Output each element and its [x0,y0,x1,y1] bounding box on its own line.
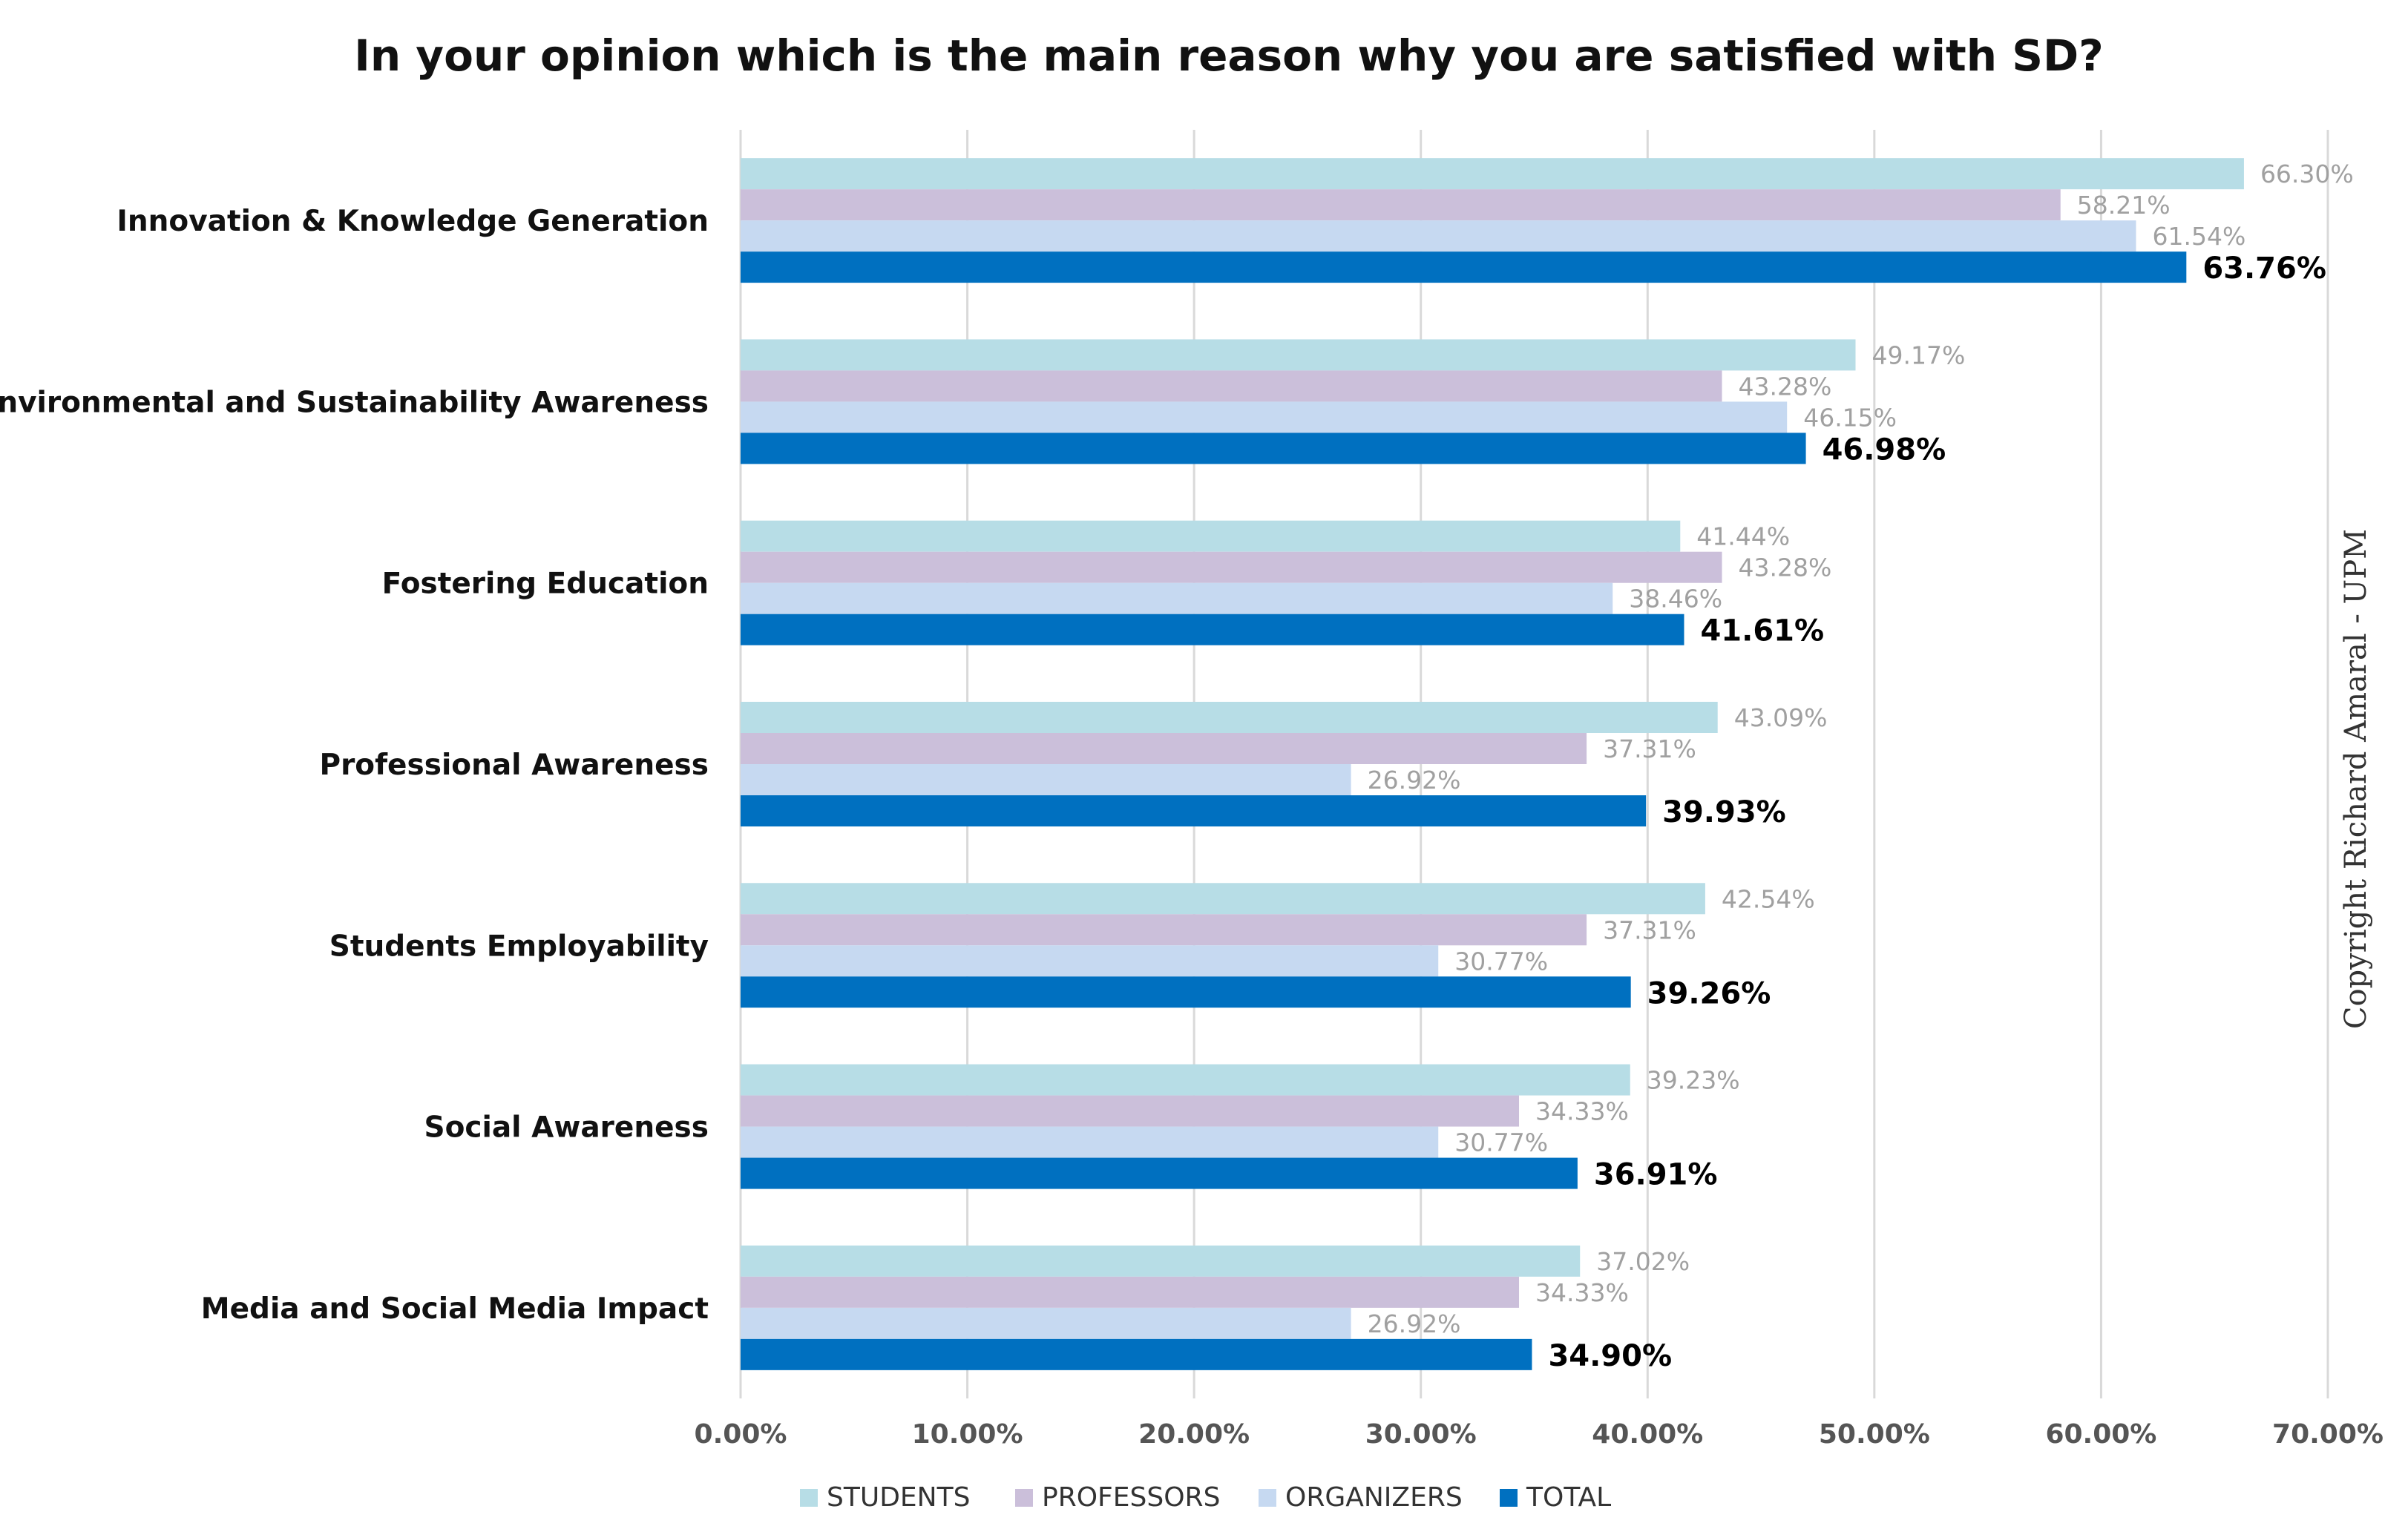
category-label: Professional Awareness [319,749,709,782]
data-label-professors: 34.33% [1535,1097,1629,1126]
legend-swatch-total [1500,1489,1518,1507]
bar-total [741,976,1631,1008]
bar-students [741,520,1681,552]
category-label: Media and Social Media Impact [201,1292,709,1326]
data-label-organizers: 26.92% [1368,766,1461,795]
bar-professors [741,1276,1520,1308]
x-axis-ticks: 0.00% 10.00% 20.00% 30.00% 40.00% 50.00% 60.00… [695,1419,2384,1450]
bar-professors [741,914,1587,946]
bar-organizers [741,401,1788,433]
data-label-students: 66.30% [2260,160,2354,188]
bar-total [741,251,2187,283]
bar-students [741,339,1856,371]
data-label-students: 41.44% [1696,522,1790,551]
copyright-watermark: Copyright Richard Amaral - UPM [2339,529,2373,1029]
x-tick-label: 30.00% [1365,1419,1477,1450]
bar-students [741,883,1705,915]
data-label-professors: 34.33% [1535,1278,1629,1307]
data-label-professors: 43.28% [1739,553,1832,582]
bar-professors [741,551,1722,583]
x-tick-label: 60.00% [2045,1419,2156,1450]
x-tick-label: 10.00% [912,1419,1023,1450]
bar-total [741,433,1806,464]
bar-total [741,1338,1532,1370]
legend-label-professors: PROFESSORS [1042,1482,1220,1513]
x-tick-label: 50.00% [1819,1419,1930,1450]
legend-swatch-students [800,1489,818,1507]
data-label-professors: 58.21% [2077,191,2171,220]
data-label-total: 36.91% [1594,1158,1718,1192]
data-label-students: 39.23% [1647,1066,1740,1095]
legend-label-students: STUDENTS [827,1482,970,1513]
data-label-students: 49.17% [1871,341,1965,369]
data-label-professors: 43.28% [1739,372,1832,401]
data-label-students: 43.09% [1734,703,1828,732]
data-label-total: 39.26% [1647,976,1771,1010]
legend-label-organizers: ORGANIZERS [1285,1482,1463,1513]
data-label-students: 37.02% [1596,1247,1690,1276]
data-label-total: 34.90% [1548,1339,1672,1373]
bar-students [741,158,2244,190]
x-tick-label: 20.00% [1138,1419,1250,1450]
category-label: Social Awareness [424,1111,709,1145]
bar-organizers [741,582,1613,614]
data-label-total: 41.61% [1700,614,1824,648]
bar-total [741,614,1684,645]
data-label-organizers: 30.77% [1454,1128,1548,1157]
data-label-total: 63.76% [2202,251,2326,286]
category-label: Fostering Education [382,568,709,601]
bar-students [741,702,1718,733]
data-label-professors: 37.31% [1603,734,1696,763]
x-tick-label: 0.00% [695,1419,787,1450]
bar-organizers [741,1126,1439,1158]
legend-swatch-organizers [1259,1489,1276,1507]
bar-organizers [741,220,2136,252]
data-label-organizers: 26.92% [1368,1309,1461,1338]
legend-swatch-professors [1015,1489,1033,1507]
category-label: Students Employability [329,930,709,963]
legend: STUDENTS PROFESSORS ORGANIZERS TOTAL [800,1482,1611,1513]
bar-organizers [741,764,1351,795]
category-label: Innovation & Knowledge Generation [117,205,709,238]
data-label-total: 46.98% [1823,433,1946,467]
x-tick-label: 70.00% [2272,1419,2384,1450]
data-label-organizers: 38.46% [1629,585,1722,614]
bars [741,158,2244,1370]
chart-title: In your opinion which is the main reason… [354,30,2104,81]
bar-professors [741,1095,1520,1127]
value-labels: 66.30%58.21%61.54%63.76%49.17%43.28%46.1… [1368,160,2354,1373]
data-label-professors: 37.31% [1603,915,1696,944]
bar-organizers [741,945,1439,977]
data-label-organizers: 61.54% [2152,222,2245,251]
bar-professors [741,733,1587,764]
bar-students [741,1064,1630,1096]
data-label-students: 42.54% [1722,884,1815,913]
category-label: Environmental and Sustainability Awarene… [0,386,709,419]
x-tick-label: 40.00% [1592,1419,1703,1450]
bar-organizers [741,1307,1351,1339]
bar-total [741,795,1647,826]
category-labels: Innovation & Knowledge Generation Environ… [0,205,709,1326]
data-label-total: 39.93% [1662,795,1786,829]
data-label-organizers: 30.77% [1454,947,1548,976]
bar-students [741,1245,1581,1277]
legend-label-total: TOTAL [1526,1482,1611,1513]
bar-total [741,1157,1578,1189]
bar-professors [741,370,1722,402]
data-label-organizers: 46.15% [1803,403,1897,432]
bar-professors [741,189,2061,221]
